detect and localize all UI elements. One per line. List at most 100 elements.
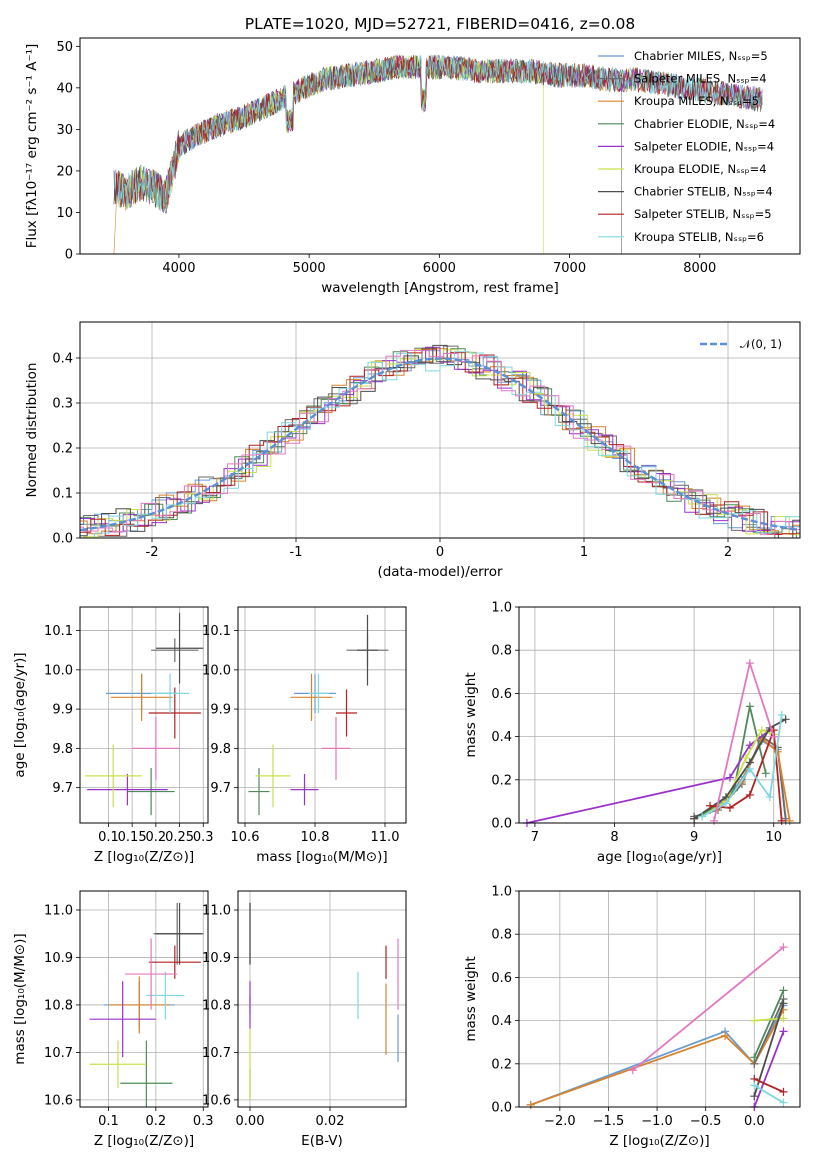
- age-vs-mass-frame: [237, 606, 407, 824]
- x-tick-label: 0.15: [118, 830, 147, 845]
- weight-marker: [698, 812, 707, 821]
- error-bar-point: [110, 673, 173, 721]
- x-axis-label: age [log₁₀(age/yr)]: [597, 849, 722, 865]
- mass-vs-EBV-axes: 0.00 0.02 10.6 10.7 10.8 10.9 11.0 E(B-V): [202, 890, 407, 1149]
- x-tick-label: 0.2: [146, 830, 167, 845]
- legend-label: Chabrier ELODIE, Nₛₛₚ=4: [634, 117, 775, 131]
- histogram-series: [80, 348, 800, 536]
- x-tick-label: −1.0: [641, 1114, 673, 1129]
- y-tick-label: 10.8: [44, 998, 73, 1013]
- error-bar-point: [84, 744, 142, 808]
- y-tick-label: 0.6: [491, 971, 512, 986]
- weight-marker: [628, 1066, 637, 1075]
- legend-label: Chabrier MILES, Nₛₛₚ=5: [634, 49, 768, 63]
- weight-marker: [750, 1016, 759, 1025]
- histogram-series: [80, 346, 800, 538]
- x-tick-label: 0.1: [98, 830, 119, 845]
- error-bar-point: [290, 773, 319, 806]
- age-vs-Z-frame: [79, 606, 209, 824]
- x-tick-label: 7: [531, 830, 539, 845]
- x-tick-label: 8: [610, 830, 618, 845]
- weight-marker: [721, 799, 730, 808]
- y-tick-label: 0.0: [491, 1101, 512, 1116]
- y-axis-label: age [log₁₀(age/yr)]: [12, 652, 28, 777]
- x-tick-label: −2.0: [544, 1114, 576, 1129]
- error-bar-point: [322, 716, 350, 780]
- y-tick-label: 0.2: [491, 1057, 512, 1072]
- error-bar-point: [148, 945, 201, 979]
- legend-label: Chabrier STELIB, Nₛₛₚ=4: [634, 185, 773, 199]
- spectrum-series-line: [117, 54, 763, 212]
- mass-vs-Z-frame: [79, 890, 209, 1108]
- weight-series-line: [632, 946, 785, 1071]
- x-tick-label: 0.2: [146, 1114, 167, 1129]
- x-axis-label: E(B-V): [301, 1133, 343, 1149]
- y-tick-label: 0.6: [491, 687, 512, 702]
- y-tick-label: 10.0: [44, 663, 73, 678]
- y-tick-label: 9.8: [210, 742, 231, 757]
- legend-label: Salpeter MILES, Nₛₛₚ=4: [634, 72, 767, 86]
- spectrum-series-line: [113, 55, 763, 214]
- weight-marker: [777, 816, 786, 825]
- y-axis-label: mass weight: [463, 672, 479, 757]
- error-bar-point: [132, 716, 180, 780]
- y-tick-label: 20: [56, 164, 73, 179]
- y-tick-label: 10.7: [202, 1046, 231, 1061]
- y-tick-label: 10: [56, 206, 73, 221]
- residuals-frame: [79, 321, 801, 539]
- legend-label: Salpeter ELODIE, Nₛₛₚ=4: [634, 139, 774, 153]
- weight-series-line: [530, 1005, 785, 1106]
- y-tick-label: 0.8: [491, 928, 512, 943]
- weight-vs-Z-frame: [518, 890, 801, 1108]
- x-tick-label: 10: [765, 830, 782, 845]
- weight-marker: [725, 773, 734, 782]
- y-tick-label: 0.8: [491, 644, 512, 659]
- x-tick-label: 0.0: [744, 1114, 765, 1129]
- error-bar-point: [155, 612, 204, 684]
- spectrum-frame: [79, 37, 801, 255]
- mass-vs-EBV-frame: [237, 890, 407, 1108]
- weight-marker: [745, 702, 754, 711]
- error-bar-point: [336, 689, 357, 737]
- x-tick-label: −1.5: [593, 1114, 625, 1129]
- error-bar-point: [151, 673, 190, 714]
- x-tick-label: 6000: [423, 261, 456, 276]
- x-axis-label: Z [log₁₀(Z/Z⊙)]: [94, 1133, 194, 1149]
- weight-marker: [779, 943, 788, 952]
- y-tick-label: 10.0: [202, 663, 231, 678]
- histogram-series: [80, 349, 800, 535]
- error-bar-point: [290, 673, 333, 721]
- weight-marker: [745, 659, 754, 668]
- error-bar-point: [89, 1040, 147, 1089]
- y-axis-label: Normed distribution: [24, 363, 40, 498]
- x-tick-label: 2: [724, 545, 732, 560]
- x-tick-label: 0.00: [236, 1114, 265, 1129]
- error-bar-point: [255, 744, 291, 808]
- weight-marker: [781, 715, 790, 724]
- weight-marker: [779, 986, 788, 995]
- y-tick-label: 0.4: [52, 352, 73, 367]
- x-tick-label: −0.5: [690, 1114, 722, 1129]
- y-tick-label: 30: [56, 123, 73, 138]
- x-tick-label: 0.3: [193, 1114, 214, 1129]
- weight-marker: [745, 765, 754, 773]
- x-axis-label: Z [log₁₀(Z/Z⊙)]: [94, 849, 194, 865]
- x-tick-label: 8000: [683, 261, 716, 276]
- y-tick-label: 0.0: [491, 817, 512, 832]
- y-tick-label: 11.0: [44, 903, 73, 918]
- x-tick-label: 1: [580, 545, 588, 560]
- weight-marker: [750, 1053, 759, 1062]
- weight-series-line: [753, 1031, 785, 1107]
- weight-series-line: [753, 990, 785, 1058]
- x-tick-label: 0.1: [98, 1114, 119, 1129]
- spectrum-axes: 4000 5000 6000 7000 8000 0 10 20 30 40 50 wavelengt…: [24, 37, 801, 296]
- weight-marker: [785, 816, 794, 825]
- weight-marker: [526, 1100, 535, 1109]
- figure-title: PLATE=1020, MJD=52721, FIBERID=0416, z=0…: [245, 15, 635, 33]
- error-bar-point: [148, 687, 201, 739]
- y-tick-label: 9.9: [210, 703, 231, 718]
- x-tick-label: -2: [146, 545, 159, 560]
- weight-series-line: [530, 1009, 785, 1106]
- weight-series-line: [753, 1003, 785, 1097]
